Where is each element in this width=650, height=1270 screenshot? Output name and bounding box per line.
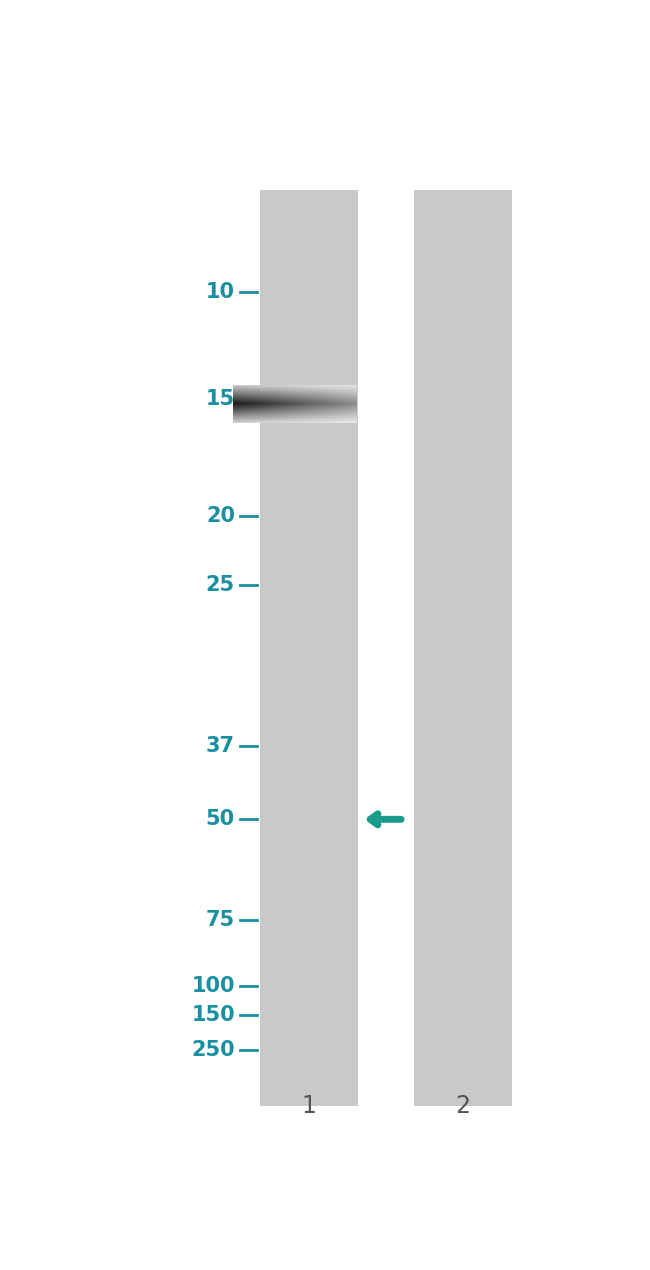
Text: 20: 20 [206, 507, 235, 526]
Text: 150: 150 [191, 1005, 235, 1025]
Text: 37: 37 [206, 737, 235, 756]
Bar [414, 189, 512, 1106]
Text: 25: 25 [206, 574, 235, 594]
Text: 100: 100 [191, 975, 235, 996]
Text: 250: 250 [191, 1040, 235, 1060]
Text: 15: 15 [206, 389, 235, 409]
Bar [260, 189, 358, 1106]
Text: 10: 10 [206, 282, 235, 302]
Text: 2: 2 [455, 1093, 470, 1118]
Text: 1: 1 [302, 1093, 317, 1118]
Text: 50: 50 [206, 809, 235, 829]
Text: 75: 75 [206, 911, 235, 930]
